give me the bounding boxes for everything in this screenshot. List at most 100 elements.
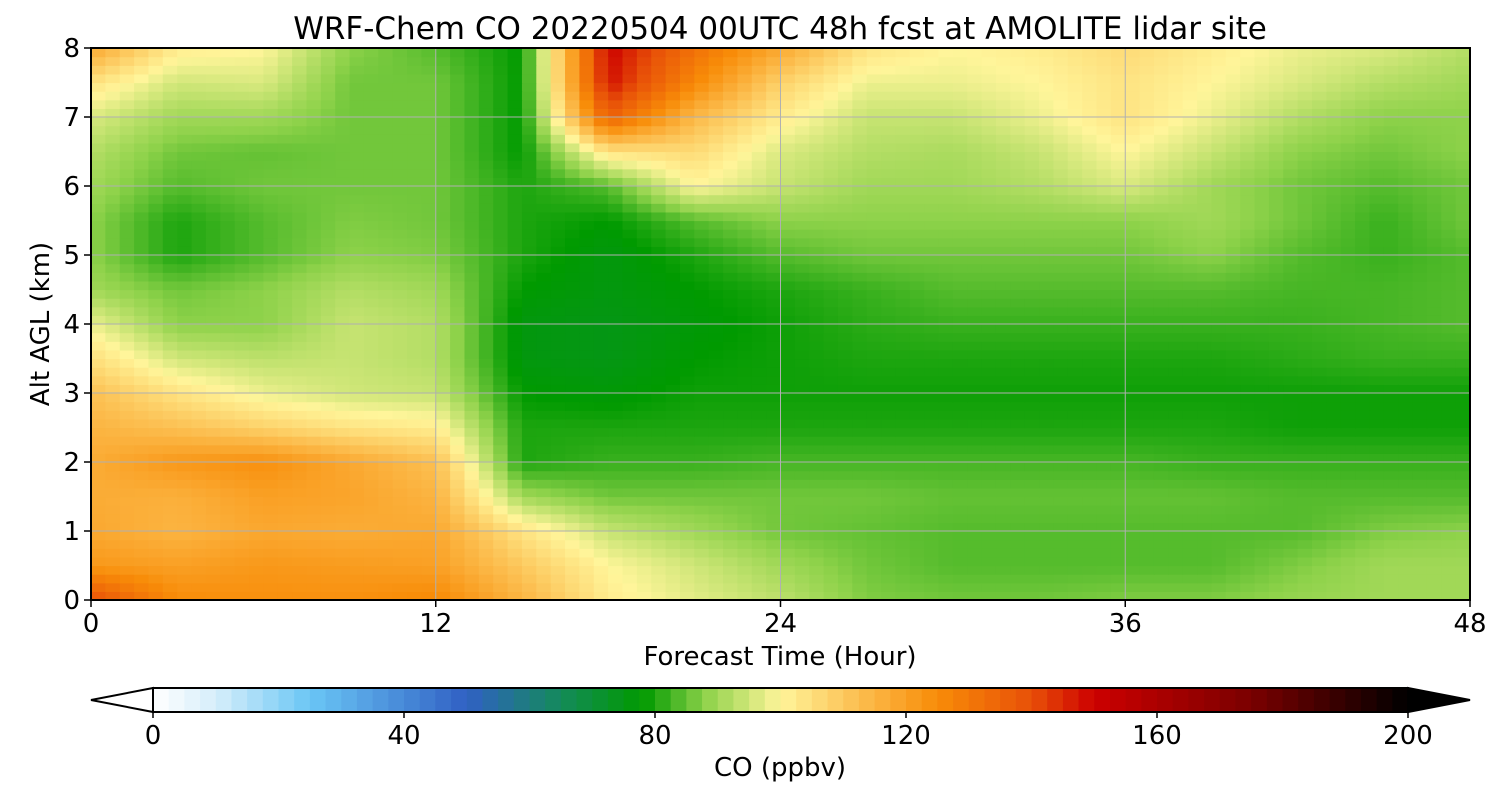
heatmap-cell bbox=[378, 272, 394, 282]
heatmap-cell bbox=[148, 255, 164, 265]
heatmap-cell bbox=[852, 211, 868, 222]
heatmap-cell bbox=[665, 384, 681, 394]
heatmap-cell bbox=[1311, 436, 1327, 446]
heatmap-cell bbox=[723, 436, 738, 446]
heatmap-cell bbox=[392, 255, 408, 265]
heatmap-cell bbox=[450, 548, 466, 558]
heatmap-cell bbox=[809, 272, 825, 282]
heatmap-cell bbox=[91, 280, 106, 291]
heatmap-cell bbox=[91, 436, 106, 446]
heatmap-cell bbox=[277, 272, 293, 282]
heatmap-cell bbox=[249, 539, 264, 549]
heatmap-cell bbox=[1168, 168, 1184, 178]
heatmap-cell bbox=[766, 565, 782, 575]
heatmap-cell bbox=[766, 453, 782, 463]
heatmap-cell bbox=[1254, 298, 1270, 308]
heatmap-cell bbox=[407, 393, 422, 403]
heatmap-cell bbox=[1268, 358, 1284, 368]
heatmap-cell bbox=[392, 436, 408, 446]
heatmap-cell bbox=[1383, 582, 1399, 592]
heatmap-cell bbox=[593, 246, 609, 256]
heatmap-cell bbox=[464, 513, 480, 523]
heatmap-cell bbox=[134, 462, 150, 472]
heatmap-cell bbox=[780, 582, 796, 592]
heatmap-cell bbox=[737, 229, 753, 239]
heatmap-cell bbox=[450, 246, 466, 256]
heatmap-cell bbox=[277, 220, 293, 230]
heatmap-cell bbox=[665, 479, 681, 489]
heatmap-cell bbox=[478, 341, 494, 351]
heatmap-cell bbox=[1197, 427, 1213, 437]
heatmap-cell bbox=[1412, 462, 1428, 472]
heatmap-cell bbox=[450, 591, 466, 600]
heatmap-cell bbox=[866, 324, 882, 334]
heatmap-cell bbox=[493, 272, 509, 282]
heatmap-cell bbox=[823, 582, 839, 592]
heatmap-cell bbox=[1340, 393, 1356, 403]
heatmap-cell bbox=[1311, 237, 1327, 247]
heatmap-cell bbox=[119, 487, 135, 498]
heatmap-cell bbox=[306, 436, 322, 446]
heatmap-cell bbox=[306, 427, 322, 437]
heatmap-cell bbox=[335, 349, 351, 360]
heatmap-cell bbox=[895, 358, 911, 368]
heatmap-cell bbox=[1254, 324, 1270, 334]
heatmap-cell bbox=[335, 565, 351, 575]
heatmap-cell bbox=[493, 582, 509, 592]
heatmap-cell bbox=[1254, 470, 1270, 480]
heatmap-cell bbox=[1139, 367, 1155, 377]
heatmap-cell bbox=[349, 332, 365, 342]
heatmap-cell bbox=[809, 444, 825, 454]
heatmap-cell bbox=[881, 220, 897, 230]
heatmap-cell bbox=[378, 513, 394, 523]
heatmap-cell bbox=[148, 211, 164, 222]
heatmap-cell bbox=[938, 384, 954, 394]
heatmap-cell bbox=[493, 211, 509, 222]
heatmap-cell bbox=[1268, 177, 1284, 187]
heatmap-cell bbox=[507, 453, 523, 463]
heatmap-cell bbox=[1268, 444, 1284, 454]
heatmap-cell bbox=[1268, 194, 1284, 204]
heatmap-cell bbox=[263, 160, 279, 170]
heatmap-cell bbox=[1369, 298, 1385, 308]
heatmap-cell bbox=[407, 160, 422, 170]
heatmap-cell bbox=[1297, 151, 1313, 161]
heatmap-cell bbox=[392, 211, 408, 222]
heatmap-cell bbox=[809, 487, 825, 498]
heatmap-cell bbox=[119, 453, 135, 463]
heatmap-cell bbox=[694, 263, 710, 273]
heatmap-cell bbox=[952, 272, 968, 282]
heatmap-cell bbox=[1125, 151, 1141, 161]
heatmap-cell bbox=[162, 496, 178, 506]
heatmap-cell bbox=[378, 574, 394, 584]
heatmap-cell bbox=[622, 444, 638, 454]
heatmap-cell bbox=[1110, 272, 1126, 282]
heatmap-cell bbox=[1153, 410, 1169, 420]
heatmap-cell bbox=[1311, 324, 1327, 334]
heatmap-cell bbox=[780, 211, 796, 222]
heatmap-cell bbox=[1053, 151, 1069, 161]
heatmap-cell bbox=[1153, 289, 1169, 299]
heatmap-cell bbox=[708, 203, 724, 213]
heatmap-cell bbox=[1153, 401, 1169, 411]
heatmap-cell bbox=[665, 462, 681, 472]
heatmap-cell bbox=[852, 401, 868, 411]
heatmap-cell bbox=[751, 453, 767, 463]
heatmap-cell bbox=[1067, 332, 1083, 342]
heatmap-cell bbox=[708, 229, 724, 239]
heatmap-cell bbox=[1125, 418, 1141, 429]
heatmap-cell bbox=[177, 462, 193, 472]
heatmap-cell bbox=[866, 418, 882, 429]
heatmap-cell bbox=[105, 332, 121, 342]
heatmap-cell bbox=[1211, 280, 1227, 291]
heatmap-cell bbox=[909, 479, 925, 489]
heatmap-cell bbox=[1326, 548, 1342, 558]
heatmap-cell bbox=[1096, 444, 1112, 454]
heatmap-cell bbox=[421, 444, 437, 454]
heatmap-cell bbox=[924, 229, 940, 239]
heatmap-cell bbox=[924, 220, 940, 230]
heatmap-cell bbox=[1326, 358, 1342, 368]
heatmap-cell bbox=[924, 280, 940, 291]
heatmap-cell bbox=[249, 436, 264, 446]
